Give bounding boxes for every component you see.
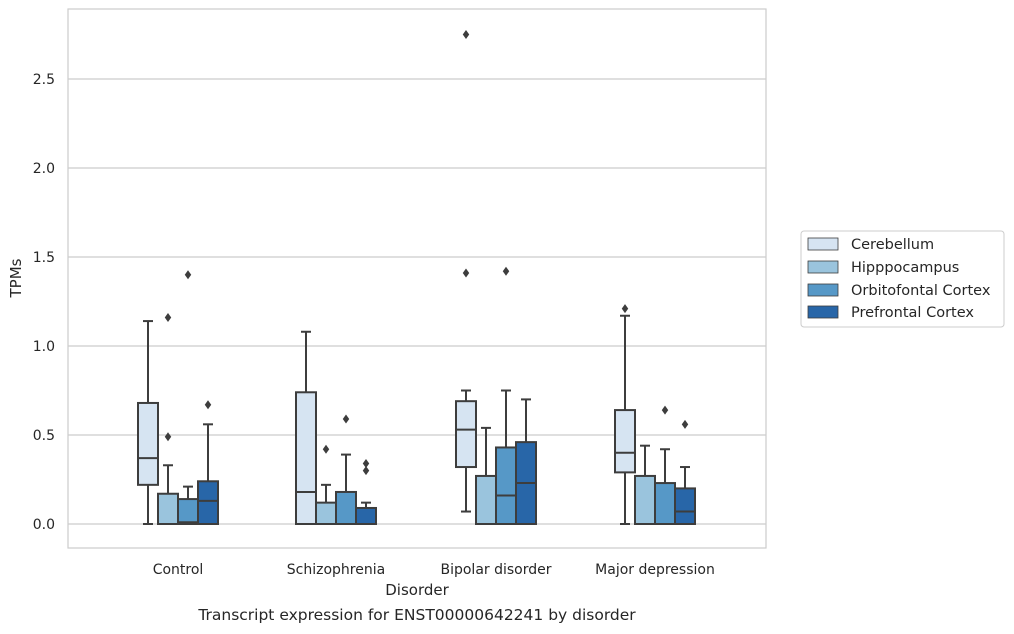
box-2-3 bbox=[654, 405, 676, 525]
box-0-3 bbox=[614, 304, 636, 525]
box-body bbox=[455, 400, 477, 469]
legend-swatch-cerebellum bbox=[807, 237, 839, 251]
box-body bbox=[475, 474, 497, 526]
box-body bbox=[355, 506, 377, 526]
y-tick-label: 1.0 bbox=[33, 339, 55, 355]
y-tick-label: 0.0 bbox=[33, 517, 55, 533]
grid-lines bbox=[68, 78, 766, 525]
outlier-point bbox=[681, 419, 689, 429]
outlier-point bbox=[462, 268, 470, 278]
outlier-point bbox=[621, 304, 629, 314]
box-1-2 bbox=[475, 426, 497, 526]
legend-swatch-hippocampus bbox=[807, 260, 839, 274]
legend-swatch-orbitofrontal bbox=[807, 283, 839, 297]
x-tick-label: Control bbox=[153, 562, 204, 578]
outlier-point bbox=[164, 313, 172, 323]
box-body bbox=[137, 401, 159, 486]
box-3-1 bbox=[355, 458, 377, 526]
box-0-0 bbox=[137, 320, 159, 525]
x-tick-labels: Control Schizophrenia Bipolar disorder Majo… bbox=[153, 562, 715, 578]
x-tick-label: Schizophrenia bbox=[287, 562, 385, 578]
legend-frame bbox=[800, 230, 1005, 328]
box-3-3 bbox=[674, 419, 696, 525]
outlier-point bbox=[164, 432, 172, 442]
legend-label-orbitofrontal: Orbitofontal Cortex bbox=[851, 283, 991, 299]
legend: Cerebellum Hipppocampus Orbitofontal Cor… bbox=[800, 230, 1005, 328]
box-body bbox=[315, 501, 337, 526]
x-tick-label: Bipolar disorder bbox=[440, 562, 551, 578]
outlier-point bbox=[362, 458, 370, 468]
box-3-0 bbox=[197, 400, 219, 525]
box-1-0 bbox=[157, 313, 179, 525]
outlier-point bbox=[322, 444, 330, 454]
box-body bbox=[177, 498, 199, 525]
box-body bbox=[654, 482, 676, 525]
outlier-point bbox=[502, 266, 510, 276]
box-body bbox=[335, 490, 357, 525]
outlier-point bbox=[462, 30, 470, 39]
outlier-point bbox=[661, 405, 669, 415]
x-tick-label: Major depression bbox=[595, 562, 715, 578]
outlier-point bbox=[204, 400, 212, 410]
x-axis-label: Disorder bbox=[385, 581, 449, 599]
box-2-2 bbox=[495, 266, 517, 525]
y-tick-label: 1.5 bbox=[33, 250, 55, 266]
box-body bbox=[614, 409, 636, 474]
legend-label-hippocampus: Hipppocampus bbox=[851, 260, 959, 276]
y-tick-labels: 0.0 0.5 1.0 1.5 2.0 2.5 bbox=[33, 72, 55, 533]
legend-swatch-prefrontal bbox=[807, 305, 839, 319]
box-3-2 bbox=[515, 398, 537, 525]
y-axis-label: TPMs bbox=[7, 258, 25, 298]
outlier-point bbox=[342, 414, 350, 424]
box-2-1 bbox=[335, 414, 357, 525]
y-tick-label: 0.5 bbox=[33, 428, 55, 444]
box-body bbox=[634, 474, 656, 526]
box-body bbox=[495, 446, 517, 525]
legend-label-cerebellum: Cerebellum bbox=[851, 237, 934, 253]
figure-caption: Transcript expression for ENST0000064224… bbox=[198, 606, 636, 624]
box-1-1 bbox=[315, 444, 337, 526]
outlier-point bbox=[362, 466, 370, 476]
box-body bbox=[197, 480, 219, 525]
box-2-0 bbox=[177, 270, 199, 525]
box-marks bbox=[137, 30, 696, 526]
box-0-2 bbox=[455, 30, 477, 513]
box-body bbox=[295, 391, 317, 525]
y-tick-label: 2.5 bbox=[33, 72, 55, 88]
box-body bbox=[157, 492, 179, 525]
legend-label-prefrontal: Prefrontal Cortex bbox=[851, 305, 974, 321]
outlier-point bbox=[184, 270, 192, 280]
box-0-1 bbox=[295, 330, 317, 525]
box-1-3 bbox=[634, 444, 656, 526]
plot-frame bbox=[67, 8, 767, 549]
box-body bbox=[674, 487, 696, 525]
y-tick-label: 2.0 bbox=[33, 161, 55, 177]
